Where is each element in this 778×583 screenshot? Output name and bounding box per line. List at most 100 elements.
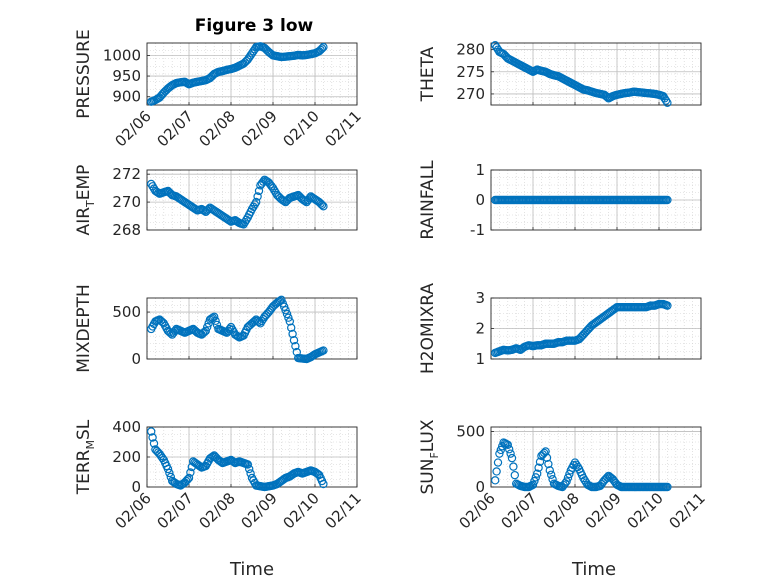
data-point [579,473,588,483]
data-point [544,459,553,469]
data-point [246,51,255,60]
series-markers [146,295,328,364]
y-tick-label: 280 [456,41,485,59]
y-tick-label: 1 [475,161,485,179]
series-markers [491,41,672,107]
y-axis-label: PRESSURE [74,29,94,118]
data-point [165,327,174,337]
subplot-3: 268 270 272 AIRTEMP [74,165,358,239]
data-point [319,202,328,211]
axes-frame [146,42,358,106]
y-tick-label: 268 [112,221,141,239]
y-tick-label: 275 [456,63,485,81]
data-point [547,470,556,479]
y-tick-label: 270 [112,193,141,211]
y-axis-label-main: PRESSURE [74,29,94,118]
data-point [212,320,222,330]
data-point [257,316,266,326]
axes-frame [490,297,702,360]
data-point [659,91,668,101]
data-point [493,458,503,467]
y-axis-label: SUNFLUX [418,419,441,494]
y-axis-label-subscript: T [84,200,97,208]
y-axis-label: MIXDEPTH [74,284,94,373]
y-axis-label-main: H2OMIXRA [418,283,438,374]
y-tick-label: 200 [112,448,141,466]
y-axis-label-rest: SL [74,419,94,440]
data-point [660,94,669,103]
data-point [540,448,549,458]
data-point [663,482,672,492]
axes-frame [146,426,358,488]
data-point [495,449,504,458]
y-tick-label: 1000 [103,46,141,64]
data-point [316,199,325,208]
data-point [284,313,293,322]
y-tick-label: 272 [112,165,141,183]
data-point [317,44,327,53]
subplot-2: 270 275 280 THETA [418,41,702,107]
data-point [315,197,324,207]
data-point [254,186,264,196]
data-point [211,316,220,326]
data-point [492,43,501,52]
y-tick-label: 2 [475,320,485,338]
y-axis-label-subscript: F [428,452,441,458]
data-point [148,433,157,442]
data-point [244,53,254,62]
axes-frame [490,169,702,231]
data-point [186,468,195,477]
x-axis-label-right: Time [571,559,616,580]
data-point [281,197,290,207]
y-tick-label: 900 [112,88,141,106]
axes-frame [146,297,358,360]
data-point [563,473,573,482]
data-point [165,468,174,478]
y-tick-label: 400 [112,418,141,436]
data-point [163,186,173,196]
y-axis-label: TERRMSL [74,419,97,495]
data-point [545,466,555,475]
data-point [253,192,262,201]
data-point [285,317,294,326]
data-point [531,473,541,482]
data-point [663,98,672,107]
data-point [281,306,290,315]
data-point [289,336,299,345]
series-markers [491,299,672,358]
data-point [570,458,580,467]
data-point [287,323,296,332]
data-point [233,332,243,341]
y-tick-label: 500 [456,422,485,440]
data-point [163,464,173,474]
y-axis-label-main: TERR [74,449,94,495]
y-tick-label: 950 [112,67,141,85]
data-point [243,55,252,64]
data-point [661,96,671,105]
y-axis-label-main: THETA [418,46,438,102]
y-axis-label-main: SUN [418,459,438,495]
data-point [572,460,581,469]
data-point [256,319,265,328]
axes-frame [490,42,702,106]
data-point [201,326,210,336]
y-axis-label: RAINFALL [418,160,438,240]
y-axis-label: AIRTEMP [74,165,97,236]
series-markers [491,438,672,492]
data-point [663,301,672,310]
data-point [294,190,303,200]
subplot-4: -1 0 1 RAINFALL [418,160,702,240]
data-point [503,440,512,449]
data-point [319,42,328,52]
y-tick-label: 1 [475,350,485,368]
data-point [580,476,590,485]
data-point [209,312,219,321]
data-point [253,316,262,326]
data-point [282,309,292,319]
subplot-6: 1 2 3 H2OMIXRA [418,283,702,374]
y-tick-label: 500 [112,303,141,321]
data-point [663,195,672,205]
y-axis-label-main: RAINFALL [418,160,438,240]
data-point [319,346,328,355]
